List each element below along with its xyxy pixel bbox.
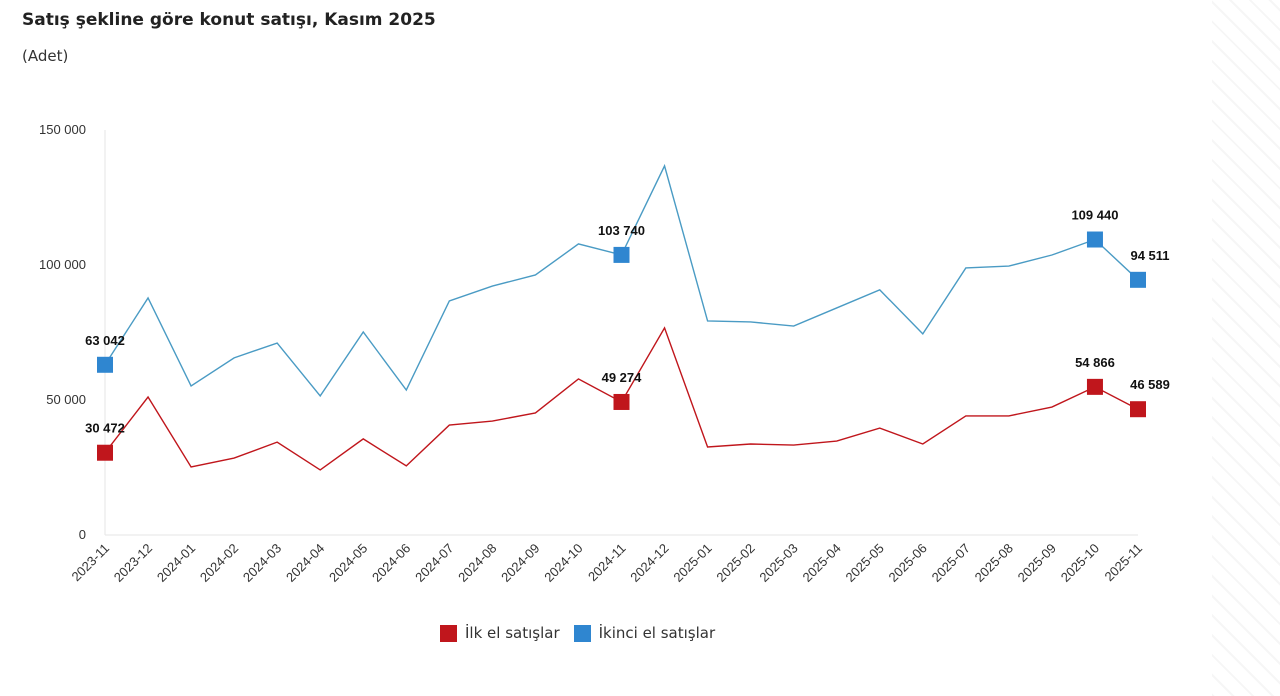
legend-swatch-ilk-el: [440, 624, 457, 642]
x-tick-label: 2023-12: [111, 541, 155, 585]
data-label: 49 274: [602, 370, 643, 385]
x-tick-label: 2024-12: [627, 541, 671, 585]
data-label: 109 440: [1071, 208, 1118, 223]
x-tick-label: 2025-03: [756, 541, 800, 585]
x-tick-label: 2023-11: [68, 541, 112, 585]
series-line-ikinci-el: [104, 163, 1139, 398]
x-tick-label: 2025-01: [670, 541, 714, 585]
data-marker: [1086, 378, 1103, 395]
x-tick-label: 2024-08: [455, 541, 499, 585]
decorative-pattern: [1212, 0, 1280, 696]
data-label: 103 740: [598, 223, 645, 238]
x-tick-label: 2025-08: [972, 541, 1016, 585]
x-tick-label: 2024-04: [283, 541, 327, 585]
y-tick-label: 50 000: [46, 392, 86, 407]
data-label: 30 472: [85, 421, 125, 436]
x-tick-label: 2025-05: [843, 541, 887, 585]
chart-title: Satış şekline göre konut satışı, Kasım 2…: [22, 10, 436, 30]
legend-label: İlk el satışlar: [465, 624, 560, 642]
y-tick-label: 0: [79, 527, 86, 542]
data-marker: [1086, 231, 1103, 248]
x-tick-label: 2024-10: [541, 541, 585, 585]
legend-swatch-ikinci-el: [573, 624, 591, 642]
x-tick-label: 2024-01: [154, 541, 198, 585]
x-tick-label: 2025-11: [1101, 541, 1145, 585]
data-marker: [1130, 271, 1146, 288]
x-tick-label: 2024-03: [240, 541, 284, 585]
y-tick-label: 150 000: [39, 122, 86, 137]
legend: İlk el satışlar İkinci el satışlar: [440, 624, 715, 642]
data-marker: [613, 393, 630, 410]
data-label: 94 511: [1130, 248, 1169, 263]
legend-label: İkinci el satışlar: [598, 624, 716, 642]
data-label: 46 589: [1130, 377, 1170, 392]
data-label: 63 042: [85, 333, 125, 348]
legend-item-ikinci-el[interactable]: İkinci el satışlar: [573, 624, 716, 642]
y-tick-label: 100 000: [39, 257, 86, 272]
x-tick-label: 2025-09: [1015, 541, 1059, 585]
x-tick-label: 2024-11: [585, 541, 629, 585]
legend-item-ilk-el[interactable]: İlk el satışlar: [440, 624, 560, 642]
data-marker: [1130, 401, 1146, 418]
x-tick-label: 2024-09: [498, 541, 542, 585]
x-tick-label: 2025-06: [886, 541, 930, 585]
x-tick-label: 2024-02: [197, 541, 241, 585]
x-tick-label: 2024-07: [412, 541, 456, 585]
x-tick-label: 2024-05: [326, 541, 370, 585]
data-marker: [97, 444, 113, 461]
x-tick-label: 2025-07: [929, 541, 973, 585]
data-label: 54 866: [1075, 355, 1115, 370]
chart-subtitle: (Adet): [22, 47, 69, 65]
x-tick-label: 2024-06: [369, 541, 413, 585]
x-tick-label: 2025-10: [1058, 541, 1102, 585]
data-marker: [97, 356, 113, 373]
x-tick-label: 2025-04: [799, 541, 843, 585]
data-marker: [613, 246, 630, 263]
x-tick-label: 2025-02: [713, 541, 757, 585]
